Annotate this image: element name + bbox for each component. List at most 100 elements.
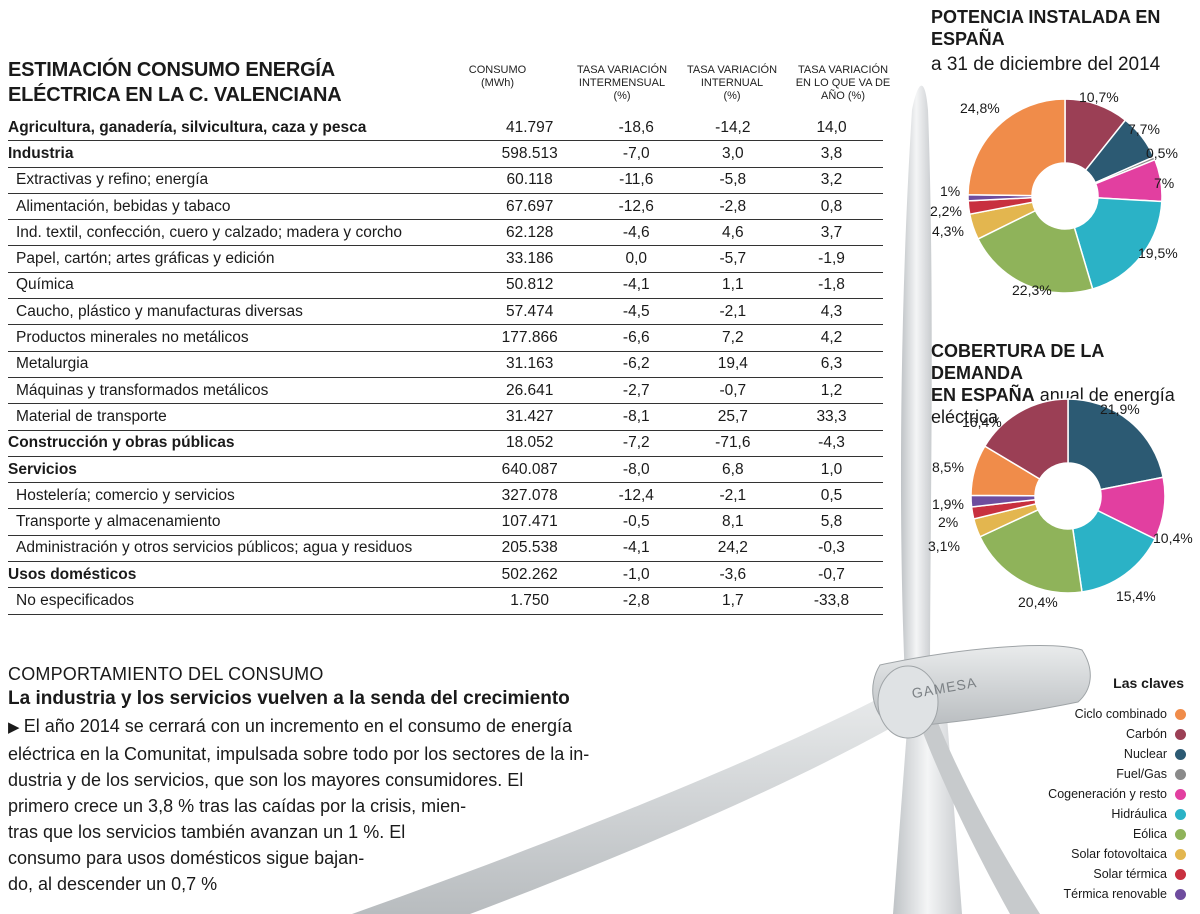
pie-slice — [977, 209, 1094, 294]
legend-item: Solar térmica — [1048, 864, 1186, 884]
pie1-subtitle: a 31 de diciembre del 2014 — [931, 54, 1161, 75]
cell-intermensual: -12,6 — [586, 193, 686, 221]
cell-intermensual: -8,0 — [586, 456, 686, 484]
cell-intermensual: -7,2 — [586, 430, 686, 457]
cell-consumo: 18.052 — [432, 430, 587, 457]
table-row: Material de transporte 31.427 -8,1 25,7 33,3 — [8, 403, 883, 431]
legend-item: Cogeneración y resto — [1048, 784, 1186, 804]
pie-chart-cobertura — [970, 398, 1166, 594]
cell-label: Hostelería; comercio y servicios — [8, 482, 433, 510]
cell-intermensual: -4,1 — [586, 272, 686, 300]
cell-anual: -1,8 — [780, 272, 883, 300]
comment-line: do, al descender un 0,7 % — [8, 874, 218, 894]
comment-headline: La industria y los servicios vuelven a l… — [8, 688, 570, 709]
cell-anual: -0,3 — [780, 535, 883, 563]
cell-intermensual: -4,6 — [586, 219, 686, 247]
table-row: No especificados 1.750 -2,8 1,7 -33,8 — [8, 587, 883, 615]
cell-anual: 6,3 — [780, 351, 883, 378]
legend-label: Nuclear — [1123, 747, 1167, 761]
pie2-title-line3: eléctrica — [931, 407, 999, 427]
table-row: Construcción y obras públicas 18.052 -7,2-… — [8, 430, 883, 457]
cell-intermensual: -2,7 — [586, 377, 686, 405]
cell-label: Construcción y obras públicas — [8, 430, 433, 457]
cell-consumo: 327.078 — [432, 482, 587, 510]
arrow-icon: ▶ — [8, 719, 24, 736]
cell-intermensual: -11,6 — [586, 167, 686, 194]
cell-interanual: 3,0 — [685, 140, 781, 168]
cell-intermensual: -12,4 — [586, 482, 686, 510]
comment-line: ▶ El año 2014 se cerrará con un incremen… — [8, 716, 573, 736]
cell-interanual: -5,7 — [685, 245, 781, 273]
pie-slice-label: 7,7% — [1128, 121, 1160, 137]
cell-interanual: -14,2 — [685, 115, 781, 142]
pie-slice — [983, 398, 1069, 481]
legend: Ciclo combinado Carbón Nuclear Fuel/Gas Coge… — [1048, 704, 1186, 904]
pie-slice-label: 22,3% — [1012, 282, 1052, 298]
turbine-hub — [877, 665, 939, 739]
cell-interanual: -5,8 — [685, 167, 781, 194]
pie-slice — [1067, 398, 1165, 491]
cell-label: Máquinas y transformados metálicos — [8, 377, 433, 405]
cell-anual: 3,7 — [780, 219, 883, 247]
table-title-line2: ELÉCTRICA EN LA C. VALENCIANA — [8, 84, 342, 106]
pie-slice-label: 4,3% — [932, 223, 964, 239]
pie-slice-label: 8,5% — [932, 459, 964, 475]
table-row: Alimentación, bebidas y tabaco 67.697 -12,… — [8, 193, 883, 221]
cell-anual: -4,3 — [780, 430, 883, 457]
col-header-intermensual: TASA VARIACIÓN INTERMENSUAL (%) — [576, 64, 668, 102]
cell-consumo: 1.750 — [432, 587, 587, 615]
legend-item: Ciclo combinado — [1048, 704, 1186, 724]
commentary-block: COMPORTAMIENTO DEL CONSUMO La industria … — [8, 663, 648, 897]
col-header-interanual: TASA VARIACIÓN INTERNUAL (%) — [686, 64, 778, 102]
cell-consumo: 62.128 — [432, 219, 587, 247]
table-row: Hostelería; comercio y servicios 327.078-… — [8, 482, 883, 510]
cell-intermensual: -7,0 — [586, 140, 686, 168]
cell-consumo: 177.866 — [432, 324, 587, 352]
table-row: Extractivas y refino; energía 60.118 -11,6… — [8, 167, 883, 194]
comment-kicker: COMPORTAMIENTO DEL CONSUMO — [8, 664, 324, 684]
cell-label: Extractivas y refino; energía — [8, 167, 433, 194]
comment-line: dustria y de los servicios, que son los … — [8, 770, 524, 790]
table-row: Industria 598.513 -7,0 3,0 3,8 — [8, 140, 883, 168]
pie-slice-label: 20,4% — [1018, 594, 1058, 610]
cell-label: Productos minerales no metálicos — [8, 324, 433, 352]
cell-consumo: 502.262 — [432, 561, 587, 589]
cell-consumo: 640.087 — [432, 456, 587, 484]
pie2-title-line1: COBERTURA DE LA DEMANDA — [931, 341, 1104, 383]
cell-consumo: 26.641 — [432, 377, 587, 405]
cell-interanual: 6,8 — [685, 456, 781, 484]
comment-line: consumo para usos domésticos sigue bajan… — [8, 848, 365, 868]
cell-anual: 14,0 — [780, 115, 883, 142]
comment-body: ▶ El año 2014 se cerrará con un incremen… — [8, 713, 648, 897]
cell-label: Caucho, plástico y manufacturas diversas — [8, 298, 433, 326]
cell-label: Alimentación, bebidas y tabaco — [8, 193, 433, 221]
cell-label: Ind. textil, confección, cuero y calzado… — [8, 219, 433, 247]
legend-item: Eólica — [1048, 824, 1186, 844]
cell-anual: 5,8 — [780, 508, 883, 536]
cell-interanual: -0,7 — [685, 377, 781, 405]
col-header-consumo: CONSUMO (MWh) — [468, 64, 527, 89]
pie-slice — [1071, 509, 1156, 593]
legend-title: Las claves — [1113, 675, 1184, 691]
table-row: Ind. textil, confección, cuero y calzado… — [8, 219, 883, 247]
pie-slice-label: 21,9% — [1100, 401, 1140, 417]
cell-label: Agricultura, ganadería, silvicultura, ca… — [8, 115, 433, 142]
pie-slice-label: 24,8% — [960, 100, 1000, 116]
cell-anual: 1,2 — [780, 377, 883, 405]
cell-interanual: 1,1 — [685, 272, 781, 300]
table-row: Agricultura, ganadería, silvicultura, ca… — [8, 115, 883, 142]
pie-slice-label: 3,1% — [928, 538, 960, 554]
cell-label: Administración y otros servicios público… — [8, 535, 433, 563]
consumption-table: Agricultura, ganadería, silvicultura, ca… — [8, 115, 883, 615]
pie-slice-label: 2,2% — [930, 203, 962, 219]
legend-label: Térmica renovable — [1063, 887, 1167, 901]
pie1-title-line1: POTENCIA INSTALADA EN — [931, 7, 1161, 27]
table-row: Servicios 640.087 -8,0 6,8 1,0 — [8, 456, 883, 484]
cell-interanual: -71,6 — [685, 430, 781, 457]
cell-anual: 0,5 — [780, 482, 883, 510]
legend-label: Eólica — [1132, 827, 1167, 841]
table-title: ESTIMACIÓN CONSUMO ENERGÍA ELÉCTRICA EN … — [8, 58, 342, 108]
cell-consumo: 41.797 — [432, 115, 587, 142]
cell-consumo: 31.163 — [432, 351, 587, 378]
pie-slice — [978, 508, 1083, 594]
